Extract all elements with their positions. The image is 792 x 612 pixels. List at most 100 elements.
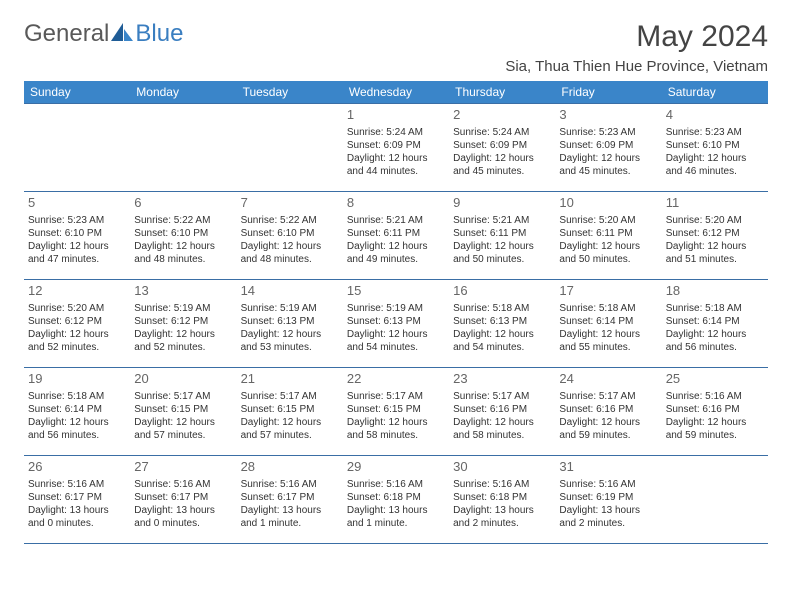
day-number: 18	[666, 283, 764, 300]
calendar-cell: 19 Sunrise: 5:18 AMSunset: 6:14 PMDayligh…	[24, 368, 130, 456]
calendar-cell: 26 Sunrise: 5:16 AMSunset: 6:17 PMDayligh…	[24, 456, 130, 544]
sun-info: Sunrise: 5:19 AMSunset: 6:13 PMDaylight:…	[347, 302, 445, 354]
location-text: Sia, Thua Thien Hue Province, Vietnam	[24, 58, 768, 75]
calendar-cell	[130, 104, 236, 192]
day-number: 21	[241, 371, 339, 388]
sun-info: Sunrise: 5:18 AMSunset: 6:14 PMDaylight:…	[28, 390, 126, 442]
sun-info: Sunrise: 5:21 AMSunset: 6:11 PMDaylight:…	[347, 214, 445, 266]
day-number: 3	[559, 107, 657, 124]
day-number: 9	[453, 195, 551, 212]
calendar-cell: 8 Sunrise: 5:21 AMSunset: 6:11 PMDaylight…	[343, 192, 449, 280]
calendar-table: SundayMondayTuesdayWednesdayThursdayFrid…	[24, 81, 768, 544]
sun-info: Sunrise: 5:20 AMSunset: 6:12 PMDaylight:…	[28, 302, 126, 354]
day-number: 27	[134, 459, 232, 476]
sun-info: Sunrise: 5:20 AMSunset: 6:12 PMDaylight:…	[666, 214, 764, 266]
day-number: 28	[241, 459, 339, 476]
calendar-cell: 24 Sunrise: 5:17 AMSunset: 6:16 PMDayligh…	[555, 368, 661, 456]
calendar-cell	[662, 456, 768, 544]
calendar-cell: 14 Sunrise: 5:19 AMSunset: 6:13 PMDayligh…	[237, 280, 343, 368]
day-number: 19	[28, 371, 126, 388]
calendar-cell: 3 Sunrise: 5:23 AMSunset: 6:09 PMDaylight…	[555, 104, 661, 192]
logo-text-gray: General	[24, 20, 109, 48]
calendar-cell: 5 Sunrise: 5:23 AMSunset: 6:10 PMDaylight…	[24, 192, 130, 280]
day-number: 24	[559, 371, 657, 388]
calendar-cell: 20Sunrise: 5:17 AMSunset: 6:15 PMDayligh…	[130, 368, 236, 456]
day-number: 4	[666, 107, 764, 124]
calendar-cell: 16Sunrise: 5:18 AMSunset: 6:13 PMDayligh…	[449, 280, 555, 368]
calendar-cell: 1Sunrise: 5:24 AMSunset: 6:09 PMDaylight…	[343, 104, 449, 192]
day-number: 25	[666, 371, 764, 388]
sun-info: Sunrise: 5:19 AMSunset: 6:12 PMDaylight:…	[134, 302, 232, 354]
calendar-cell: 28 Sunrise: 5:16 AMSunset: 6:17 PMDayligh…	[237, 456, 343, 544]
day-number: 14	[241, 283, 339, 300]
logo-text-blue: Blue	[135, 20, 183, 48]
calendar-cell: 10 Sunrise: 5:20 AMSunset: 6:11 PMDayligh…	[555, 192, 661, 280]
day-header: Friday	[555, 81, 661, 104]
calendar-cell: 11 Sunrise: 5:20 AMSunset: 6:12 PMDayligh…	[662, 192, 768, 280]
month-title: May 2024	[636, 20, 768, 54]
sun-info: Sunrise: 5:17 AMSunset: 6:16 PMDaylight:…	[559, 390, 657, 442]
logo: General Blue	[24, 20, 183, 48]
day-number: 2	[453, 107, 551, 124]
day-number: 30	[453, 459, 551, 476]
calendar-cell: 12 Sunrise: 5:20 AMSunset: 6:12 PMDayligh…	[24, 280, 130, 368]
calendar-cell: 4 Sunrise: 5:23 AMSunset: 6:10 PMDaylight…	[662, 104, 768, 192]
calendar-cell: 22 Sunrise: 5:17 AMSunset: 6:15 PMDayligh…	[343, 368, 449, 456]
sun-info: Sunrise: 5:18 AMSunset: 6:14 PMDaylight:…	[559, 302, 657, 354]
calendar-cell: 2 Sunrise: 5:24 AMSunset: 6:09 PMDaylight…	[449, 104, 555, 192]
day-number: 6	[134, 195, 232, 212]
day-number: 16	[453, 283, 551, 300]
calendar-cell	[24, 104, 130, 192]
sun-info: Sunrise: 5:17 AMSunset: 6:15 PMDaylight:…	[134, 390, 232, 442]
sun-info: Sunrise: 5:16 AMSunset: 6:17 PMDaylight:…	[241, 478, 339, 530]
day-number: 13	[134, 283, 232, 300]
day-number: 10	[559, 195, 657, 212]
day-number: 8	[347, 195, 445, 212]
day-header: Saturday	[662, 81, 768, 104]
day-number: 7	[241, 195, 339, 212]
day-number: 5	[28, 195, 126, 212]
sun-info: Sunrise: 5:18 AMSunset: 6:14 PMDaylight:…	[666, 302, 764, 354]
calendar-cell: 25 Sunrise: 5:16 AMSunset: 6:16 PMDayligh…	[662, 368, 768, 456]
sun-info: Sunrise: 5:16 AMSunset: 6:18 PMDaylight:…	[347, 478, 445, 530]
day-number: 29	[347, 459, 445, 476]
sun-info: Sunrise: 5:24 AMSunset: 6:09 PMDaylight:…	[453, 126, 551, 178]
sun-info: Sunrise: 5:20 AMSunset: 6:11 PMDaylight:…	[559, 214, 657, 266]
day-number: 31	[559, 459, 657, 476]
day-number: 26	[28, 459, 126, 476]
sun-info: Sunrise: 5:21 AMSunset: 6:11 PMDaylight:…	[453, 214, 551, 266]
sun-info: Sunrise: 5:17 AMSunset: 6:15 PMDaylight:…	[347, 390, 445, 442]
day-header: Tuesday	[237, 81, 343, 104]
day-header: Wednesday	[343, 81, 449, 104]
calendar-cell: 15 Sunrise: 5:19 AMSunset: 6:13 PMDayligh…	[343, 280, 449, 368]
sun-info: Sunrise: 5:23 AMSunset: 6:10 PMDaylight:…	[28, 214, 126, 266]
day-number: 1	[347, 107, 445, 124]
logo-sail-icon	[111, 23, 133, 41]
calendar-cell	[237, 104, 343, 192]
sun-info: Sunrise: 5:19 AMSunset: 6:13 PMDaylight:…	[241, 302, 339, 354]
sun-info: Sunrise: 5:16 AMSunset: 6:18 PMDaylight:…	[453, 478, 551, 530]
calendar-cell: 23 Sunrise: 5:17 AMSunset: 6:16 PMDayligh…	[449, 368, 555, 456]
day-number: 12	[28, 283, 126, 300]
sun-info: Sunrise: 5:16 AMSunset: 6:17 PMDaylight:…	[134, 478, 232, 530]
day-number: 15	[347, 283, 445, 300]
day-number: 11	[666, 195, 764, 212]
sun-info: Sunrise: 5:17 AMSunset: 6:15 PMDaylight:…	[241, 390, 339, 442]
sun-info: Sunrise: 5:16 AMSunset: 6:17 PMDaylight:…	[28, 478, 126, 530]
day-number: 17	[559, 283, 657, 300]
day-number: 22	[347, 371, 445, 388]
day-header: Sunday	[24, 81, 130, 104]
calendar-cell: 18 Sunrise: 5:18 AMSunset: 6:14 PMDayligh…	[662, 280, 768, 368]
sun-info: Sunrise: 5:23 AMSunset: 6:09 PMDaylight:…	[559, 126, 657, 178]
calendar-cell: 9 Sunrise: 5:21 AMSunset: 6:11 PMDaylight…	[449, 192, 555, 280]
day-number: 23	[453, 371, 551, 388]
sun-info: Sunrise: 5:17 AMSunset: 6:16 PMDaylight:…	[453, 390, 551, 442]
sun-info: Sunrise: 5:16 AMSunset: 6:16 PMDaylight:…	[666, 390, 764, 442]
calendar-cell: 21 Sunrise: 5:17 AMSunset: 6:15 PMDayligh…	[237, 368, 343, 456]
sun-info: Sunrise: 5:22 AMSunset: 6:10 PMDaylight:…	[241, 214, 339, 266]
sun-info: Sunrise: 5:23 AMSunset: 6:10 PMDaylight:…	[666, 126, 764, 178]
calendar-cell: 13 Sunrise: 5:19 AMSunset: 6:12 PMDayligh…	[130, 280, 236, 368]
day-header: Thursday	[449, 81, 555, 104]
day-header: Monday	[130, 81, 236, 104]
calendar-cell: 30 Sunrise: 5:16 AMSunset: 6:18 PMDayligh…	[449, 456, 555, 544]
